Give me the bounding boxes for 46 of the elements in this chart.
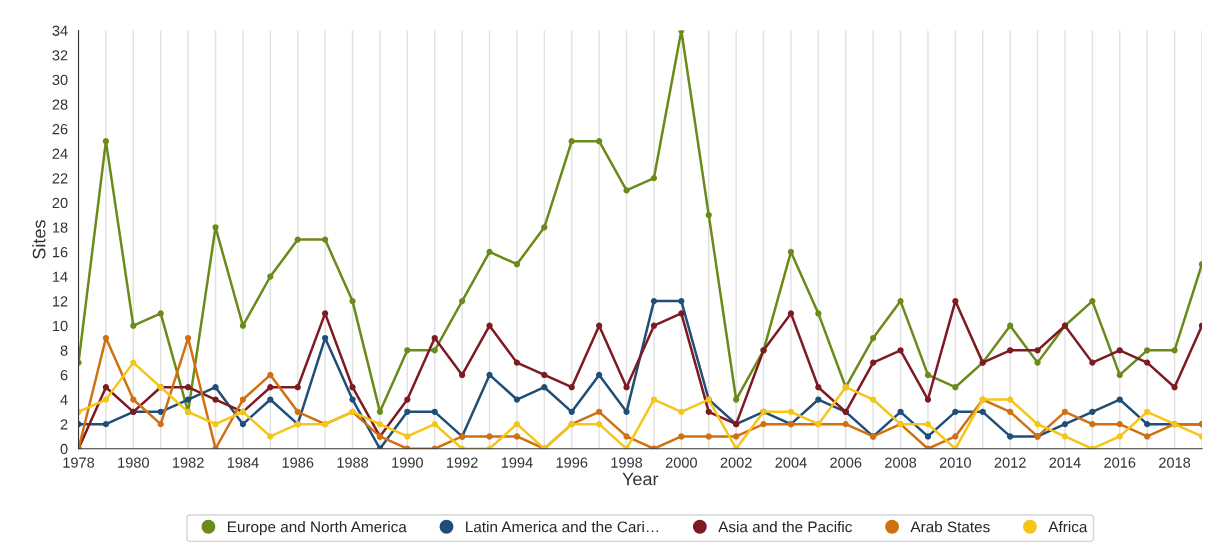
y-tick-label: 22 <box>52 173 68 184</box>
y-tick-label: 24 <box>52 148 68 159</box>
x-tick-label: 2010 <box>939 457 971 468</box>
legend-label: Asia and the Pacific <box>718 521 852 533</box>
x-tick-label: 1978 <box>63 457 95 468</box>
y-tick-label: 12 <box>53 296 68 307</box>
y-tick-label: 32 <box>52 50 68 61</box>
y-tick-label: 4 <box>60 394 68 405</box>
x-tick-label: 1998 <box>611 457 643 468</box>
legend-label: Africa <box>1048 521 1088 533</box>
y-tick-label: 34 <box>52 25 68 36</box>
x-tick-label: 1984 <box>227 457 259 468</box>
x-tick-label: 1996 <box>556 457 588 468</box>
y-tick-label: 0 <box>60 443 68 455</box>
x-tick-label: 2014 <box>1049 457 1081 468</box>
y-tick-label: 6 <box>60 370 68 381</box>
x-tick-label: 1986 <box>282 457 314 468</box>
x-tick-label: 1990 <box>392 457 423 468</box>
x-tick-label: 2006 <box>830 457 862 468</box>
y-tick-label: 10 <box>53 320 68 332</box>
y-tick-label: 16 <box>53 247 68 258</box>
x-tick-label: 2008 <box>885 457 917 468</box>
y-tick-label: 2 <box>60 419 68 430</box>
x-tick-label: 1992 <box>447 457 478 468</box>
x-tick-label: 1982 <box>173 457 204 468</box>
x-tick-label: 2012 <box>994 457 1026 468</box>
y-tick-label: 20 <box>52 197 68 209</box>
y-tick-label: 26 <box>52 123 68 135</box>
y-tick-label: 18 <box>53 222 68 233</box>
x-tick-label: 2016 <box>1104 457 1136 468</box>
y-tick-label: 28 <box>52 99 68 110</box>
x-tick-label: 2002 <box>720 457 752 468</box>
x-tick-label: 1994 <box>501 457 533 468</box>
x-tick-label: 1988 <box>337 457 369 468</box>
legend-label: Europe and North America <box>228 521 407 536</box>
legend-label: Arab States <box>910 521 990 533</box>
y-tick-label: 30 <box>52 74 68 86</box>
legend-label: Latin America and the Cari… <box>466 521 659 533</box>
y-tick-label: 14 <box>53 271 68 282</box>
x-tick-label: 2000 <box>665 457 697 468</box>
y-axis-title: Sites <box>32 220 46 259</box>
x-tick-label: 1980 <box>118 457 149 468</box>
x-axis-title: Year <box>622 472 659 486</box>
y-tick-label: 8 <box>60 345 68 356</box>
x-tick-label: 2004 <box>775 457 807 468</box>
x-tick-label: 2018 <box>1159 457 1191 468</box>
